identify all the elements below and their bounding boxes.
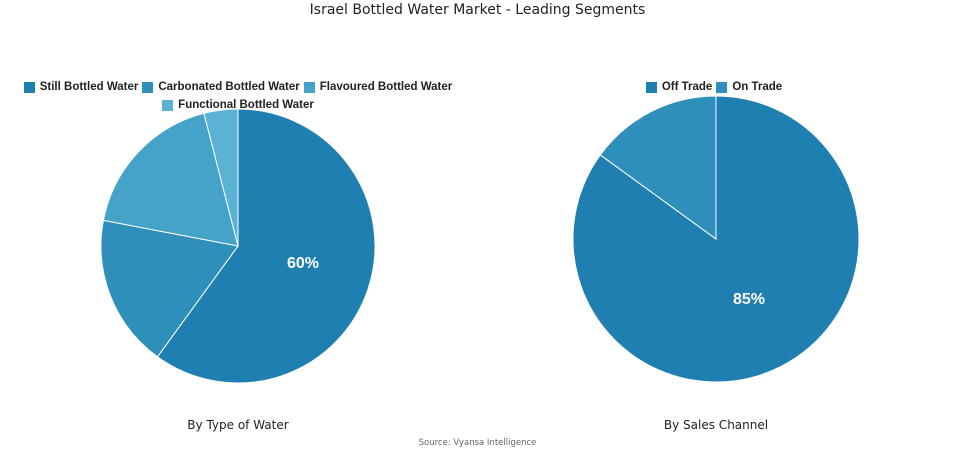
data-label: 60%	[287, 255, 319, 272]
pie-slice	[156, 108, 376, 384]
legend-item: Flavoured Bottled Water	[303, 80, 453, 95]
pie-sales-channel: 85%	[572, 95, 860, 383]
source-note: Source: Vyansa Intelligence	[418, 438, 537, 448]
caption-sales-channel: By Sales Channel	[663, 418, 769, 432]
legend-label: Carbonated Bottled Water	[158, 81, 300, 93]
legend-item: Carbonated Bottled Water	[142, 80, 300, 95]
pie-slice	[100, 219, 239, 358]
pie-type-of-water: 60%	[100, 108, 376, 384]
legend-swatch	[645, 82, 657, 93]
legend-item: Off Trade	[645, 80, 713, 95]
legend-label: Functional Bottled Water	[178, 99, 314, 111]
legend-item: Still Bottled Water	[23, 80, 139, 95]
pie-slice	[203, 108, 239, 247]
legend-item: Functional Bottled Water	[162, 98, 314, 113]
legend-swatch	[23, 82, 35, 93]
legend-swatch	[142, 82, 154, 93]
legend-swatch	[303, 82, 315, 93]
legend-swatch	[162, 100, 174, 111]
legend-sales-channel: Off Trade On Trade	[616, 80, 816, 98]
legend-label: Off Trade	[661, 81, 713, 93]
legend-label: On Trade	[732, 81, 783, 93]
pie-slice	[102, 112, 239, 247]
legend-label: Still Bottled Water	[39, 81, 139, 93]
caption-type-of-water: By Type of Water	[187, 418, 289, 432]
pie-slice	[599, 95, 717, 240]
legend-swatch	[716, 82, 728, 93]
chart-title: Israel Bottled Water Market - Leading Se…	[309, 2, 646, 18]
legend-item: On Trade	[716, 80, 782, 95]
data-label: 85%	[733, 291, 765, 308]
legend-type-of-water: Still Bottled Water Carbonated Bottled Wa…	[20, 80, 460, 116]
legend-label: Flavoured Bottled Water	[319, 81, 453, 93]
